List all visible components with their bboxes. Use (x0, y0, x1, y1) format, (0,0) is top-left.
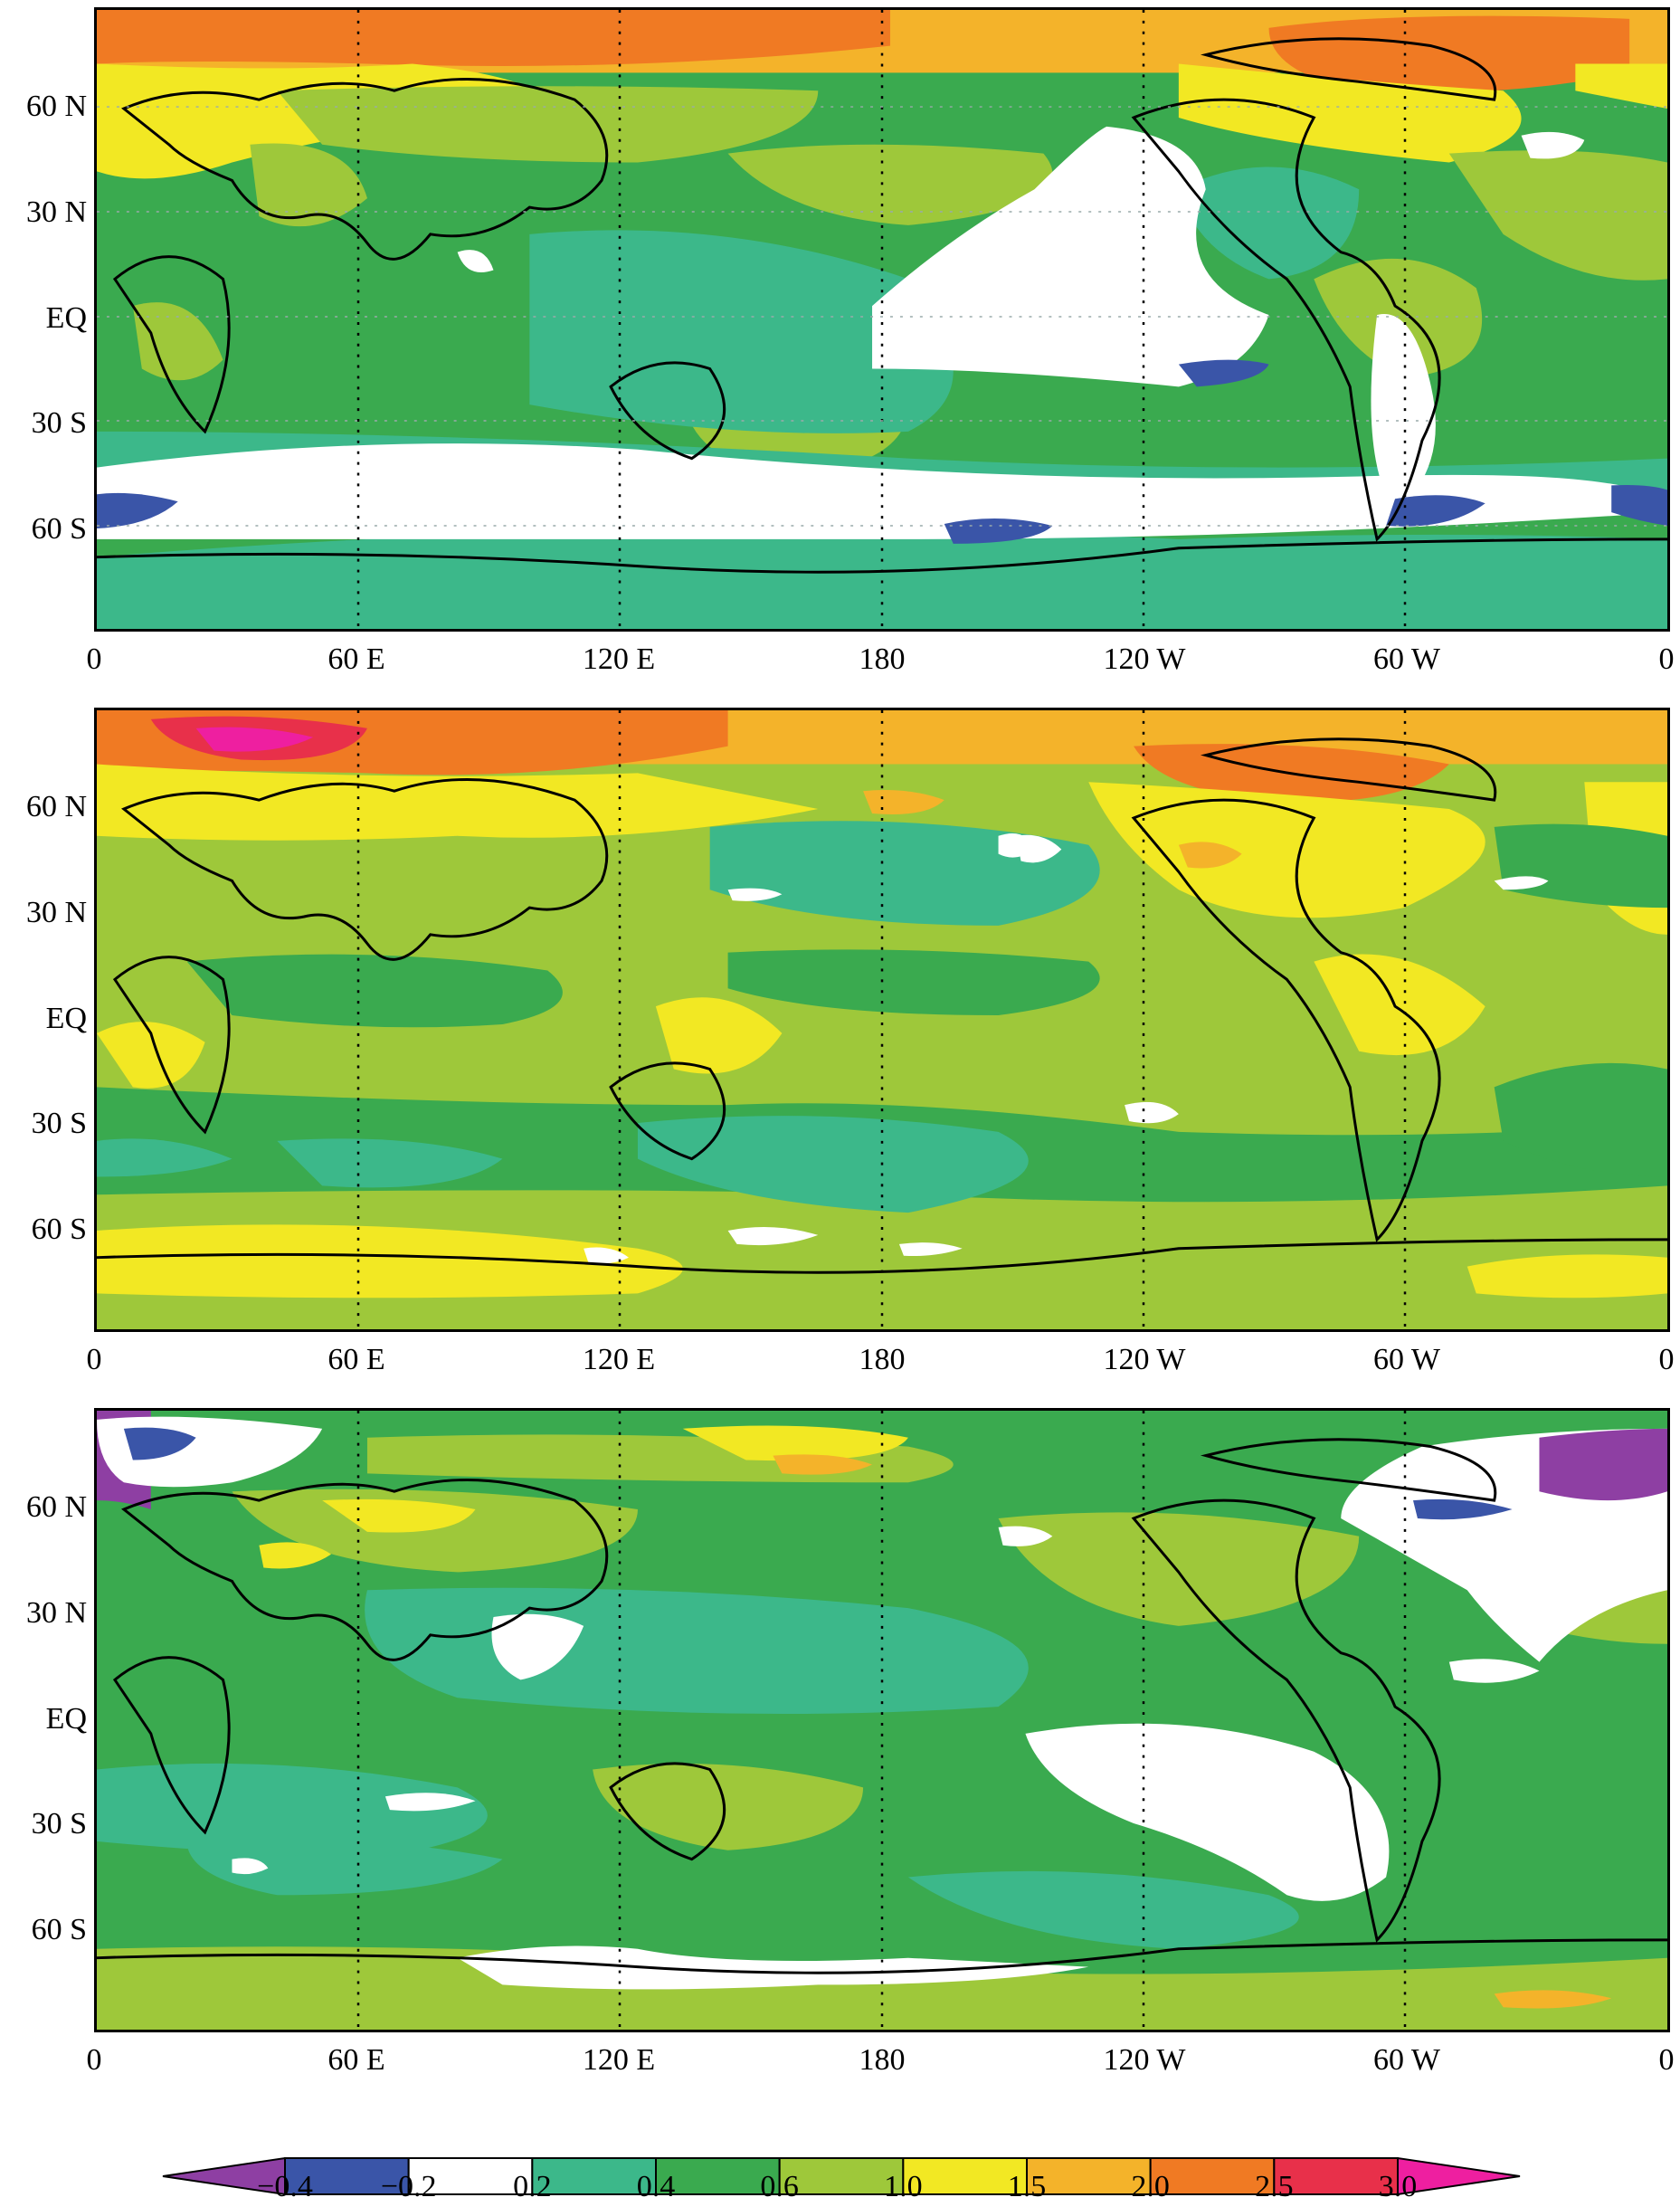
lat-label-30n: 30 N (25, 896, 87, 929)
colorbar-segments (162, 2156, 1521, 2196)
lon-label-180: 180 (859, 2043, 906, 2077)
colorbar-segment (284, 2157, 410, 2195)
lat-label-60s: 60 S (31, 512, 87, 546)
colorbar-level-label: 1.0 (884, 2170, 923, 2203)
colorbar-level-label: 2.5 (1255, 2170, 1294, 2203)
lon-label-120w: 120 W (1103, 1343, 1186, 1376)
lon-label-0-left: 0 (86, 2043, 102, 2077)
map-frame-1 (94, 7, 1670, 632)
colorbar-over-arrow (1397, 2156, 1521, 2196)
lon-label-180: 180 (859, 642, 906, 676)
lon-label-120e: 120 E (582, 642, 656, 676)
lat-label-60n: 60 N (25, 1490, 87, 1524)
colorbar-level-label: 0.6 (760, 2170, 799, 2203)
lon-label-120w: 120 W (1103, 642, 1186, 676)
lat-label-60n: 60 N (25, 90, 87, 123)
lat-label-30s: 30 S (31, 1107, 87, 1140)
lon-label-0-left: 0 (86, 642, 102, 676)
colorbar-segment (902, 2157, 1028, 2195)
lon-label-0-right: 0 (1658, 642, 1675, 676)
colorbar-level-label: 0.2 (513, 2170, 552, 2203)
lon-label-120w: 120 W (1103, 2043, 1186, 2077)
lon-label-0-right: 0 (1658, 2043, 1675, 2077)
colorbar-level-label: −0.2 (380, 2170, 437, 2203)
map-svg-3 (97, 1411, 1667, 2030)
map-frame-3 (94, 1408, 1670, 2032)
lat-label-30n: 30 N (25, 1596, 87, 1630)
colorbar-segment (407, 2157, 534, 2195)
lon-label-60w: 60 W (1373, 2043, 1440, 2077)
colorbar (162, 2156, 1521, 2196)
lon-label-60e: 60 E (327, 642, 385, 676)
lat-label-60s: 60 S (31, 1913, 87, 1946)
lon-label-60e: 60 E (327, 1343, 385, 1376)
lon-label-60e: 60 E (327, 2043, 385, 2077)
colorbar-level-label: −0.4 (257, 2170, 313, 2203)
lat-label-60s: 60 S (31, 1213, 87, 1246)
colorbar-level-label: 0.4 (636, 2170, 676, 2203)
lon-label-120e: 120 E (582, 2043, 656, 2077)
lat-label-30s: 30 S (31, 1807, 87, 1841)
lon-label-0-right: 0 (1658, 1343, 1675, 1376)
lon-label-60w: 60 W (1373, 642, 1440, 676)
lat-label-60n: 60 N (25, 790, 87, 823)
lat-label-30n: 30 N (25, 195, 87, 229)
lat-label-30s: 30 S (31, 406, 87, 440)
lon-label-120e: 120 E (582, 1343, 656, 1376)
lat-label-eq: EQ (45, 1702, 87, 1736)
map-svg-1 (97, 10, 1667, 629)
colorbar-level-label: 2.0 (1131, 2170, 1170, 2203)
colorbar-level-label: 1.5 (1007, 2170, 1047, 2203)
colorbar-segment (1026, 2157, 1152, 2195)
lon-label-180: 180 (859, 1343, 906, 1376)
colorbar-segment (655, 2157, 781, 2195)
lon-label-60w: 60 W (1373, 1343, 1440, 1376)
lon-label-0-left: 0 (86, 1343, 102, 1376)
lat-label-eq: EQ (45, 1002, 87, 1035)
colorbar-level-label: 3.0 (1378, 2170, 1418, 2203)
lat-label-eq: EQ (45, 301, 87, 335)
map-svg-2 (97, 710, 1667, 1329)
map-frame-2 (94, 708, 1670, 1332)
